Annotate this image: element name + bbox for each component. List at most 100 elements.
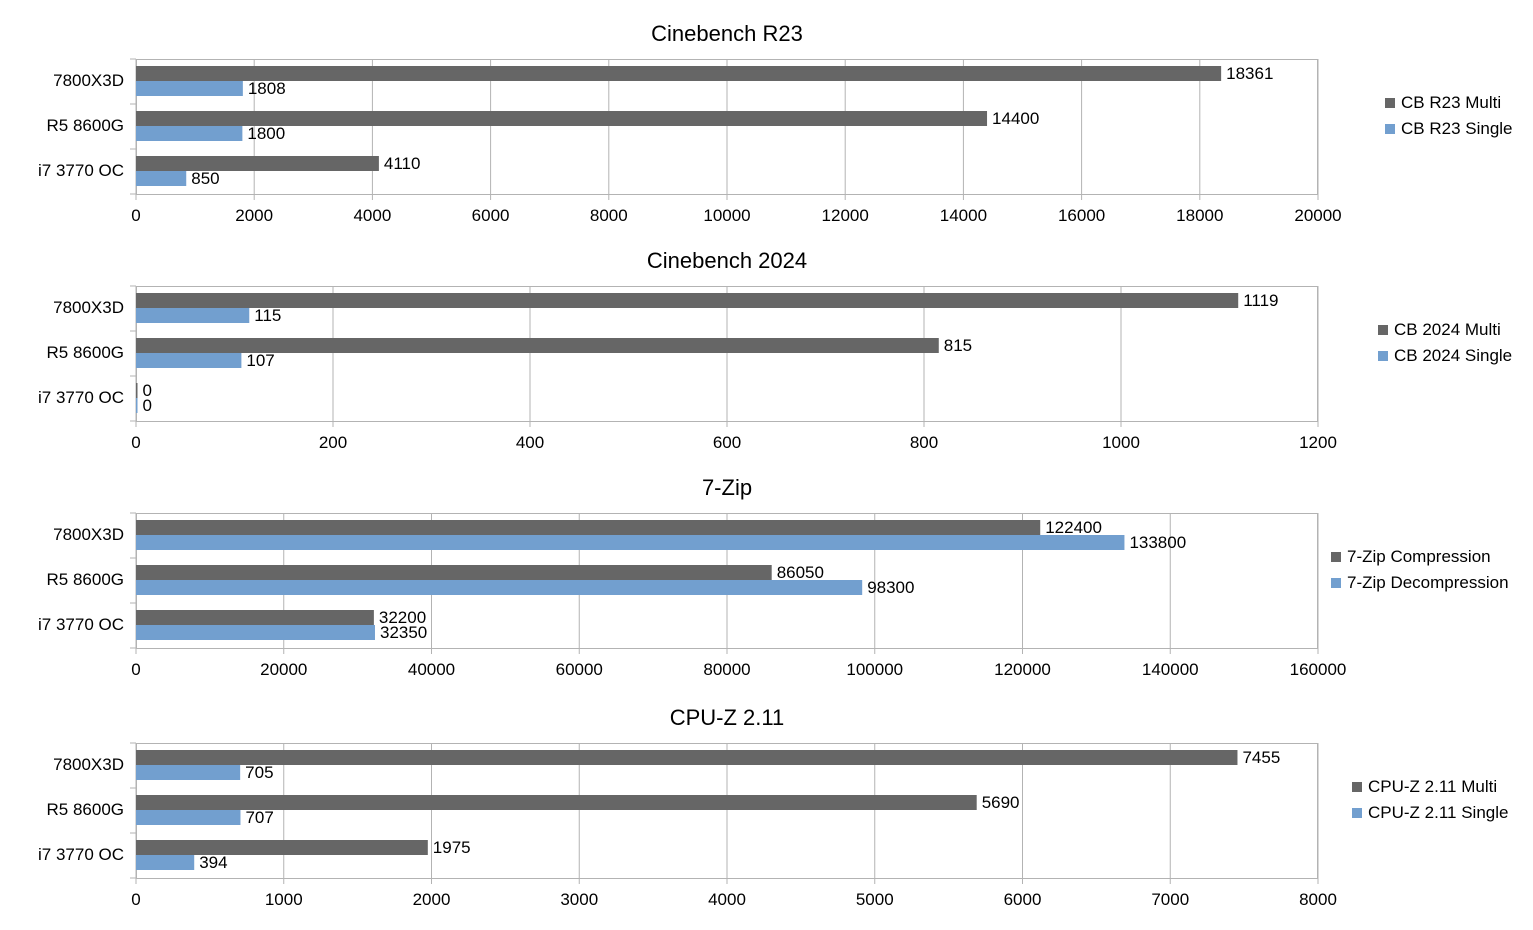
x-tick-label: 8000 <box>589 206 628 225</box>
category-label: R5 8600G <box>46 800 125 819</box>
bar-primary <box>136 610 374 625</box>
bar-primary <box>136 565 772 580</box>
bar-secondary <box>136 126 243 141</box>
x-tick-label: 5000 <box>855 890 894 909</box>
category-label: 7800X3D <box>53 755 124 774</box>
legend-label: CPU-Z 2.11 Multi <box>1368 777 1498 796</box>
bar-primary <box>136 66 1222 81</box>
data-label: 705 <box>245 763 274 782</box>
legend-label: CB R23 Single <box>1401 119 1513 138</box>
data-label: 815 <box>943 336 973 355</box>
legend-swatch <box>1385 98 1395 108</box>
bar-secondary <box>136 855 195 870</box>
chart-title: Cinebench R23 <box>651 21 803 46</box>
x-tick-label: 0 <box>131 206 141 225</box>
data-label: 1975 <box>432 838 471 857</box>
bar-primary <box>136 338 939 353</box>
x-tick-label: 1000 <box>264 890 303 909</box>
legend-label: CB 2024 Multi <box>1394 320 1501 339</box>
category-label: i7 3770 OC <box>38 161 124 180</box>
legend: CPU-Z 2.11 Multi CPU-Z 2.11 Single <box>1352 774 1508 826</box>
x-tick-label: 400 <box>515 433 545 452</box>
legend-swatch <box>1378 351 1388 361</box>
legend-swatch <box>1385 124 1395 134</box>
data-label: 0 <box>142 381 152 400</box>
x-tick-label: 4000 <box>708 890 746 909</box>
legend-item: CB 2024 Multi <box>1378 317 1512 343</box>
bar-secondary <box>136 765 241 780</box>
bar-secondary <box>136 353 242 368</box>
chart-title: Cinebench 2024 <box>646 248 808 273</box>
legend-item: 7-Zip Compression <box>1331 544 1509 570</box>
bar-secondary <box>136 308 250 323</box>
data-label: 14400 <box>992 109 1040 128</box>
legend-label: CB 2024 Single <box>1394 346 1513 365</box>
x-tick-label: 80000 <box>703 660 751 679</box>
category-label: R5 8600G <box>46 343 125 362</box>
legend-item: CPU-Z 2.11 Single <box>1352 800 1508 826</box>
chart-panel-2: Cinebench 2024 0 200 400 600 800 1000 1200 7800X… <box>0 227 1533 459</box>
legend-swatch <box>1352 782 1362 792</box>
category-label: 7800X3D <box>53 71 124 90</box>
data-label: 5690 <box>981 793 1020 812</box>
data-label: 98300 <box>867 578 915 597</box>
category-label: i7 3770 OC <box>38 615 124 634</box>
x-tick-label: 14000 <box>939 206 988 225</box>
legend-item: CPU-Z 2.11 Multi <box>1352 774 1508 800</box>
x-tick-label: 6000 <box>471 206 510 225</box>
x-tick-label: 8000 <box>1299 890 1337 909</box>
x-tick-label: 60000 <box>555 660 603 679</box>
legend-swatch <box>1331 552 1341 562</box>
legend-label: CB R23 Multi <box>1401 93 1502 112</box>
category-label: i7 3770 OC <box>38 845 124 864</box>
legend-item: CB R23 Multi <box>1385 90 1513 116</box>
legend-swatch <box>1378 325 1388 335</box>
category-label: 7800X3D <box>53 525 124 544</box>
legend: CB R23 Multi CB R23 Single <box>1385 90 1513 142</box>
x-tick-label: 100000 <box>846 660 904 679</box>
category-label: R5 8600G <box>46 116 125 135</box>
chart-plot-svg <box>130 58 1319 200</box>
data-label: 122400 <box>1045 518 1102 537</box>
chart-title: CPU-Z 2.11 <box>669 705 785 730</box>
bar-secondary <box>136 81 243 96</box>
data-label: 32200 <box>378 608 427 627</box>
data-label: 707 <box>245 808 274 827</box>
bar-primary <box>136 383 138 398</box>
chart-panel-1: Cinebench R23 0 2000 4000 6000 8000 10000 12000… <box>0 0 1533 232</box>
legend-label: CPU-Z 2.11 Single <box>1368 803 1509 822</box>
chart-plot-svg <box>130 285 1319 427</box>
x-tick-label: 0 <box>131 890 141 909</box>
x-tick-label: 6000 <box>1003 890 1042 909</box>
bar-primary <box>136 293 1239 308</box>
x-tick-label: 16000 <box>1057 206 1106 225</box>
x-tick-label: 2000 <box>412 890 451 909</box>
category-label: i7 3770 OC <box>38 388 124 407</box>
category-label: R5 8600G <box>46 570 125 589</box>
x-tick-label: 12000 <box>821 206 869 225</box>
legend-label: 7-Zip Compression <box>1347 547 1491 566</box>
x-tick-label: 0 <box>131 660 141 679</box>
data-label: 394 <box>199 853 228 872</box>
data-label: 850 <box>191 169 220 188</box>
x-tick-label: 120000 <box>994 660 1051 679</box>
data-label: 4110 <box>383 154 421 173</box>
legend-label: 7-Zip Decompression <box>1347 573 1509 592</box>
x-tick-label: 0 <box>131 433 141 452</box>
x-tick-label: 4000 <box>353 206 392 225</box>
x-tick-label: 18000 <box>1176 206 1224 225</box>
x-tick-label: 3000 <box>560 890 599 909</box>
legend-item: CB R23 Single <box>1385 116 1513 142</box>
data-label: 1800 <box>247 124 286 143</box>
bar-primary <box>136 111 988 126</box>
bar-secondary <box>136 398 138 413</box>
x-tick-label: 40000 <box>407 660 456 679</box>
bar-secondary <box>136 171 187 186</box>
data-label: 32350 <box>379 623 428 642</box>
data-label: 107 <box>246 351 275 370</box>
x-tick-label: 600 <box>712 433 742 452</box>
x-tick-label: 2000 <box>235 206 274 225</box>
bar-secondary <box>136 580 863 595</box>
data-label: 1119 <box>1243 291 1279 310</box>
bar-secondary <box>136 625 375 640</box>
